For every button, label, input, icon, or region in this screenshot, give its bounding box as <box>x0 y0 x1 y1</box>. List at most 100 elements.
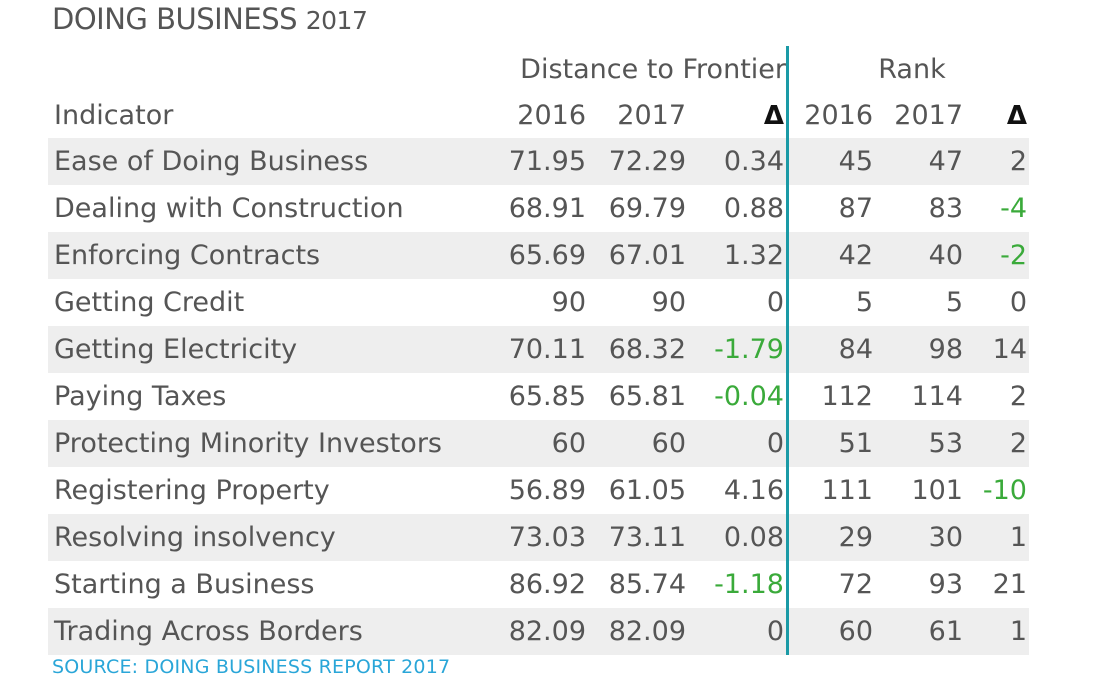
cell-dtf-2016: 71.95 <box>502 138 586 185</box>
cell-rank-2017: 53 <box>873 420 963 467</box>
cell-rank-2016: 5 <box>855 287 873 318</box>
cell-indicator: Paying Taxes <box>54 381 227 412</box>
cell-dtf-2016: 70.11 <box>502 326 586 373</box>
group-header-rank: Rank <box>878 53 946 85</box>
cell-rank-delta: 2 <box>963 138 1029 185</box>
cell-rank-2017: 101 <box>911 475 963 506</box>
col-header-rank-2017: 2017 <box>894 99 963 131</box>
cell-rank-delta: 1 <box>963 514 1029 561</box>
cell-rank-2017: 5 <box>945 287 963 318</box>
col-header-rank-2016: 2016 <box>804 99 873 131</box>
cell-rank-2017: 47 <box>873 138 963 185</box>
cell-dtf-2017: 65.81 <box>608 381 686 412</box>
table-row: Resolving insolvency 73.03 73.11 0.08 29 30 1 <box>48 514 1029 561</box>
cell-rank-delta: 2 <box>963 420 1029 467</box>
table-row: Paying Taxes 65.85 65.81 -0.04 112 114 2 <box>48 373 1029 420</box>
cell-dtf-delta: -0.04 <box>686 373 789 420</box>
table-row: Ease of Doing Business 71.95 72.29 0.34 45 47… <box>48 138 1029 185</box>
cell-indicator: Enforcing Contracts <box>48 232 502 279</box>
cell-dtf-delta: 1.32 <box>686 232 789 279</box>
group-header-blank <box>48 46 502 92</box>
cell-rank-delta: 1 <box>963 608 1029 655</box>
cell-dtf-2017: 60 <box>586 420 686 467</box>
table-body: Ease of Doing Business 71.95 72.29 0.34 45 47… <box>48 138 1029 655</box>
cell-rank-2017: 61 <box>873 608 963 655</box>
doing-business-table: Distance to Frontier Rank Indicator 2016… <box>48 46 1029 655</box>
source-note: SOURCE: DOING BUSINESS REPORT 2017 <box>52 656 451 678</box>
page-title: DOING BUSINESS 2017 <box>52 2 368 36</box>
cell-rank-2016: 51 <box>787 420 873 467</box>
delta-icon: Δ <box>1006 100 1027 131</box>
cell-rank-2016: 112 <box>821 381 873 412</box>
col-header-dtf-delta: Δ <box>686 92 789 138</box>
cell-indicator: Ease of Doing Business <box>48 138 502 185</box>
cell-dtf-delta: 0 <box>686 420 789 467</box>
cell-dtf-delta: 4.16 <box>686 467 789 514</box>
column-header-row: Indicator 2016 2017 Δ 2016 2017 Δ <box>48 92 1029 138</box>
cell-rank-2017: 114 <box>911 381 963 412</box>
cell-dtf-2017: 72.29 <box>586 138 686 185</box>
cell-rank-2016: 60 <box>787 608 873 655</box>
cell-dtf-2016: 82.09 <box>502 608 586 655</box>
title-main: DOING BUSINESS <box>52 2 298 36</box>
cell-dtf-2016: 65.69 <box>502 232 586 279</box>
cell-rank-delta: -2 <box>963 232 1029 279</box>
cell-rank-2016: 45 <box>787 138 873 185</box>
cell-dtf-2017: 85.74 <box>608 569 686 600</box>
cell-dtf-2016: 65.85 <box>508 381 586 412</box>
table-row: Protecting Minority Investors 60 60 0 51 53 2 <box>48 420 1029 467</box>
cell-rank-2016: 87 <box>838 193 873 224</box>
col-header-dtf-2016: 2016 <box>517 99 586 131</box>
table-row: Registering Property 56.89 61.05 4.16 111 101… <box>48 467 1029 514</box>
cell-dtf-2016: 60 <box>502 420 586 467</box>
cell-indicator: Getting Electricity <box>48 326 502 373</box>
cell-dtf-delta: 0.88 <box>686 185 789 232</box>
cell-dtf-delta: 0 <box>686 608 789 655</box>
cell-indicator: Dealing with Construction <box>54 193 404 224</box>
cell-rank-2016: 29 <box>787 514 873 561</box>
cell-dtf-delta: 0.08 <box>686 514 789 561</box>
cell-indicator: Resolving insolvency <box>48 514 502 561</box>
group-header-row: Distance to Frontier Rank <box>48 46 1029 92</box>
cell-rank-delta: 14 <box>963 326 1029 373</box>
cell-rank-2017: 40 <box>873 232 963 279</box>
table-row: Dealing with Construction 68.91 69.79 0.88 8… <box>48 185 1029 232</box>
cell-rank-2016: 72 <box>838 569 873 600</box>
table-row: Starting a Business 86.92 85.74 -1.18 72 93 21 <box>48 561 1029 608</box>
cell-dtf-2017: 69.79 <box>608 193 686 224</box>
cell-dtf-2017: 61.05 <box>608 475 686 506</box>
cell-rank-2016: 111 <box>821 475 873 506</box>
cell-indicator: Trading Across Borders <box>48 608 502 655</box>
table-row: Enforcing Contracts 65.69 67.01 1.32 42 40 -2 <box>48 232 1029 279</box>
cell-rank-2016: 84 <box>787 326 873 373</box>
delta-icon: Δ <box>763 100 784 131</box>
table-row: Getting Electricity 70.11 68.32 -1.79 84 98 14 <box>48 326 1029 373</box>
cell-rank-delta: -4 <box>1000 193 1027 224</box>
cell-dtf-2017: 82.09 <box>586 608 686 655</box>
cell-indicator: Protecting Minority Investors <box>48 420 502 467</box>
cell-dtf-delta: -1.18 <box>686 561 789 608</box>
title-year: 2017 <box>305 6 368 35</box>
col-header-indicator: Indicator <box>54 99 174 131</box>
cell-dtf-delta: -1.79 <box>686 326 789 373</box>
cell-rank-2017: 83 <box>928 193 963 224</box>
col-header-rank-delta: Δ <box>963 92 1029 138</box>
cell-dtf-2017: 73.11 <box>586 514 686 561</box>
cell-indicator: Starting a Business <box>54 569 315 600</box>
cell-dtf-2017: 67.01 <box>586 232 686 279</box>
cell-rank-2017: 93 <box>928 569 963 600</box>
cell-rank-delta: 21 <box>992 569 1027 600</box>
cell-rank-2017: 98 <box>873 326 963 373</box>
cell-rank-2017: 30 <box>873 514 963 561</box>
cell-dtf-2016: 86.92 <box>508 569 586 600</box>
cell-rank-delta: 2 <box>1009 381 1027 412</box>
cell-dtf-2017: 68.32 <box>586 326 686 373</box>
table-row: Getting Credit 90 90 0 5 5 0 <box>48 279 1029 326</box>
cell-dtf-delta: 0.34 <box>686 138 789 185</box>
cell-dtf-2016: 56.89 <box>508 475 586 506</box>
cell-indicator: Getting Credit <box>54 287 245 318</box>
cell-dtf-2016: 90 <box>551 287 586 318</box>
cell-dtf-delta: 0 <box>686 279 789 326</box>
cell-rank-2016: 42 <box>787 232 873 279</box>
cell-dtf-2017: 90 <box>651 287 686 318</box>
